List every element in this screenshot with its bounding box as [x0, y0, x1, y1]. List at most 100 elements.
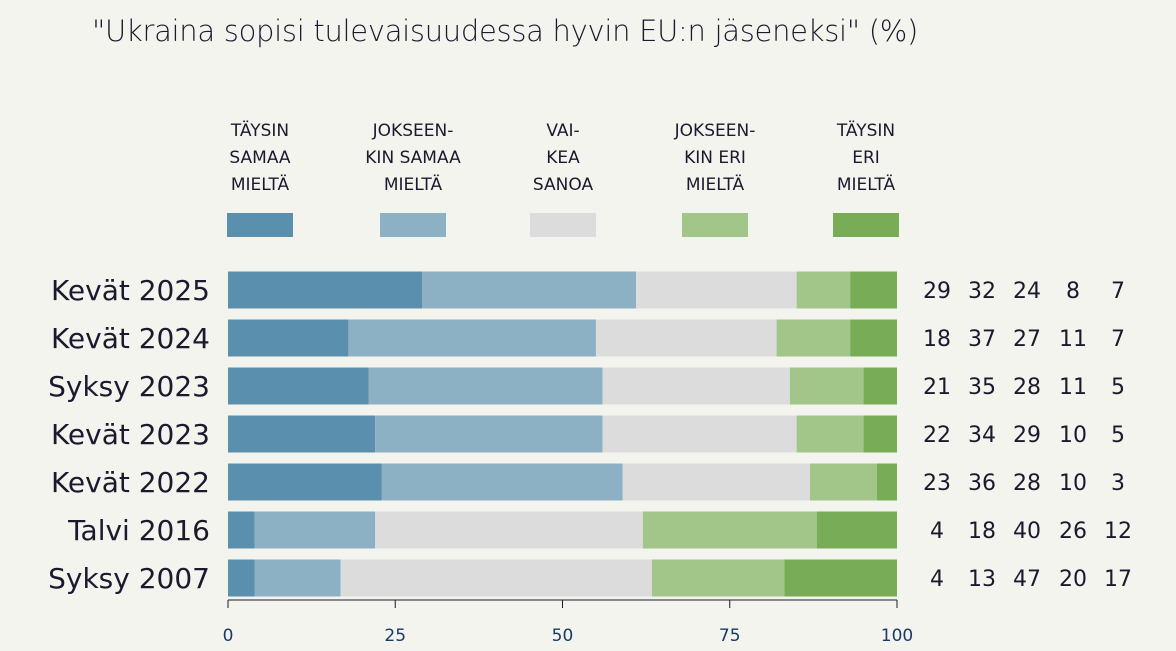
bar-segment — [228, 463, 382, 501]
data-label: 28 — [1013, 471, 1041, 496]
bar-segment — [651, 559, 785, 597]
bar-segment — [636, 271, 797, 309]
data-label: 18 — [968, 519, 996, 544]
data-label: 37 — [968, 327, 996, 352]
bar-segment — [876, 463, 897, 501]
data-label: 13 — [968, 567, 996, 592]
x-tick-label: 0 — [223, 626, 234, 646]
data-label: 26 — [1059, 519, 1087, 544]
data-label: 22 — [923, 423, 951, 448]
bar-segment — [375, 415, 603, 453]
category-label: Syksy 2007 — [48, 562, 210, 595]
bar-segment — [228, 511, 255, 549]
data-label: 3 — [1111, 471, 1125, 496]
data-label: 29 — [1013, 423, 1041, 448]
bar-segment — [254, 559, 341, 597]
bar-segment — [816, 511, 897, 549]
x-tick-label: 25 — [384, 626, 406, 646]
bar-segment — [602, 415, 797, 453]
legend-label-line: JOKSEEN- — [372, 121, 454, 141]
data-label: 7 — [1111, 279, 1125, 304]
category-label: Talvi 2016 — [67, 514, 210, 547]
x-tick-label: 100 — [881, 626, 913, 646]
bar-segment — [784, 559, 897, 597]
bar-segment — [850, 271, 897, 309]
bar-segment — [381, 463, 623, 501]
data-label: 23 — [923, 471, 951, 496]
legend-label-line: VAI- — [546, 121, 580, 141]
legend-label-line: MIELTÄ — [230, 175, 290, 195]
legend-label-line: KEA — [546, 148, 580, 168]
bar-segment — [228, 415, 376, 453]
data-label: 24 — [1013, 279, 1041, 304]
data-label: 20 — [1059, 567, 1087, 592]
category-label: Kevät 2024 — [51, 322, 210, 355]
legend-label-line: JOKSEEN- — [674, 121, 756, 141]
legend-label: VAI- KEA SANOA — [488, 118, 638, 199]
bar-segment — [422, 271, 637, 309]
bar-segment — [254, 511, 376, 549]
legend-label-line: KIN SAMAA — [365, 148, 461, 168]
legend-swatch — [227, 213, 293, 237]
bar-segment — [228, 559, 255, 597]
legend-swatch — [380, 213, 446, 237]
bar-segment — [789, 367, 864, 405]
bar-segment — [796, 415, 864, 453]
bar-segment — [796, 271, 851, 309]
bar-segment — [863, 367, 897, 405]
data-label: 11 — [1059, 327, 1087, 352]
data-label: 4 — [930, 567, 944, 592]
legend-label-line: ERI — [852, 148, 880, 168]
legend-label-line: TÄYSIN — [836, 121, 896, 141]
data-label: 8 — [1066, 279, 1080, 304]
bar-segment — [228, 367, 369, 405]
legend-label-line: TÄYSIN — [230, 121, 290, 141]
legend-label: TÄYSIN ERI MIELTÄ — [791, 118, 941, 199]
bar-segment — [348, 319, 596, 357]
data-label: 35 — [968, 375, 996, 400]
data-label: 12 — [1104, 519, 1132, 544]
data-label: 11 — [1059, 375, 1087, 400]
data-label: 32 — [968, 279, 996, 304]
legend-label: JOKSEEN- KIN ERI MIELTÄ — [640, 118, 790, 199]
data-label: 34 — [968, 423, 996, 448]
category-label: Kevät 2025 — [51, 274, 210, 307]
data-label: 47 — [1013, 567, 1041, 592]
bar-segment — [375, 511, 643, 549]
legend-label-line: MIELTÄ — [383, 175, 443, 195]
data-label: 5 — [1111, 375, 1125, 400]
data-label: 28 — [1013, 375, 1041, 400]
data-label: 10 — [1059, 423, 1087, 448]
chart-title: "Ukraina sopisi tulevaisuudessa hyvin EU… — [92, 14, 919, 48]
category-label: Syksy 2023 — [48, 370, 210, 403]
bar-segment — [622, 463, 811, 501]
legend-label-line: SANOA — [532, 175, 594, 195]
bar-segment — [810, 463, 877, 501]
legend-label: TÄYSIN SAMAA MIELTÄ — [185, 118, 335, 199]
bar-segment — [340, 559, 652, 597]
bar-segment — [368, 367, 603, 405]
data-label: 40 — [1013, 519, 1041, 544]
legend-label-line: KIN ERI — [684, 148, 746, 168]
x-tick-label: 75 — [719, 626, 741, 646]
data-label: 5 — [1111, 423, 1125, 448]
category-label: Kevät 2022 — [51, 466, 210, 499]
legend-label-line: MIELTÄ — [836, 175, 896, 195]
data-label: 29 — [923, 279, 951, 304]
bar-segment — [228, 319, 349, 357]
bar-segment — [228, 271, 423, 309]
data-label: 36 — [968, 471, 996, 496]
data-label: 21 — [923, 375, 951, 400]
legend-swatch — [530, 213, 596, 237]
data-label: 18 — [923, 327, 951, 352]
data-label: 27 — [1013, 327, 1041, 352]
legend-label-line: MIELTÄ — [685, 175, 745, 195]
bar-segment — [776, 319, 851, 357]
data-label: 4 — [930, 519, 944, 544]
data-label: 17 — [1104, 567, 1132, 592]
bar-segment — [602, 367, 790, 405]
data-label: 10 — [1059, 471, 1087, 496]
legend-swatch — [833, 213, 899, 237]
legend-label: JOKSEEN- KIN SAMAA MIELTÄ — [338, 118, 488, 199]
